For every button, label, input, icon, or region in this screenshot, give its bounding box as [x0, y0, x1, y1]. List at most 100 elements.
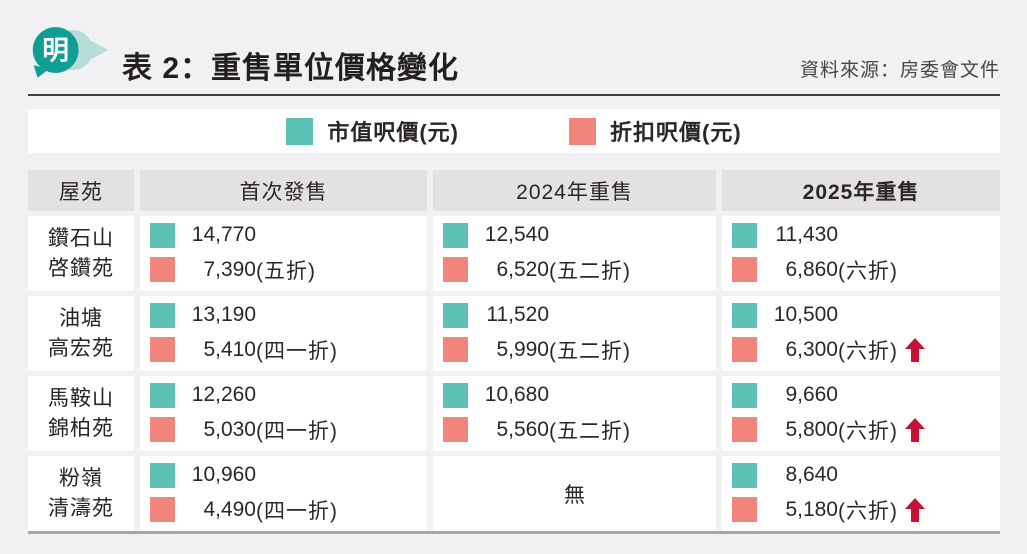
discount-price-value: 5,560 [496, 417, 549, 441]
discount-rate-note: (六折) [838, 499, 898, 523]
price-table: 屋苑 首次發售 2024年重售 2025年重售 鑽石山 啓鑽苑 14,770 7… [28, 170, 1000, 531]
market-price-line: 11,520 [443, 302, 716, 328]
market-price-swatch-icon [732, 302, 757, 328]
market-price-line: 14,770 [150, 222, 427, 248]
discount-price-swatch-icon [150, 337, 175, 362]
masthead: 明 表 2：重售單位價格變化 資料來源：房委會文件 [28, 18, 1000, 96]
discount-price-line: 5,410 (四一折) [150, 335, 427, 365]
cell-resale-2024: 12,540 6,520 (五二折) [433, 216, 716, 291]
column-header-resale-2025: 2025年重售 [722, 170, 1000, 211]
discount-price-line: 6,300 (六折) [732, 335, 1000, 365]
discount-price-swatch-icon [443, 257, 468, 282]
market-price-swatch-icon [443, 302, 468, 328]
discount-price-value: 7,390 [203, 257, 256, 281]
estate-district: 鑽石山 [48, 227, 114, 251]
market-price-swatch-icon [732, 382, 757, 408]
market-price-swatch-icon [732, 222, 757, 248]
market-price-value: 13,190 [191, 303, 256, 326]
cell-first-sale: 10,960 4,490 (四一折) [140, 456, 427, 531]
market-price-line: 13,190 [150, 302, 427, 328]
market-price-swatch-icon [732, 462, 757, 488]
cell-resale-2025: 8,640 5,180 (六折) [722, 456, 1000, 531]
market-price-line: 10,680 [443, 382, 716, 408]
estate-name: 油塘 高宏苑 [28, 296, 134, 371]
discount-price-swatch-icon [732, 257, 757, 282]
column-header-resale-2024: 2024年重售 [433, 170, 716, 211]
discount-price-value: 6,860 [785, 257, 838, 281]
cell-resale-2025: 11,430 6,860 (六折) [722, 216, 1000, 291]
discount-price-line: 7,390 (五折) [150, 255, 427, 285]
market-price-line: 10,500 [732, 302, 1000, 328]
column-header-estate: 屋苑 [28, 170, 134, 211]
discount-rate-note: (五折) [256, 259, 316, 283]
price-up-arrow-icon [905, 497, 925, 522]
legend: 市值呎價(元) 折扣呎價(元) [28, 109, 1000, 153]
market-price-value: 10,960 [191, 463, 256, 486]
price-up-arrow-icon [905, 417, 925, 442]
market-price-line: 10,960 [150, 462, 427, 488]
discount-rate-note: (四一折) [256, 419, 338, 443]
discount-price-swatch-icon [732, 337, 757, 362]
market-price-value: 9,660 [785, 383, 838, 406]
market-price-value: 12,260 [191, 383, 256, 406]
market-price-swatch-icon [150, 222, 175, 248]
estate-court: 錦柏苑 [48, 416, 114, 440]
market-price-line: 8,640 [732, 462, 1000, 488]
discount-price-line: 5,560 (五二折) [443, 415, 716, 445]
discount-price-line: 5,990 (五二折) [443, 335, 716, 365]
market-price-value: 10,500 [773, 303, 838, 326]
estate-district: 油塘 [59, 307, 103, 331]
market-price-swatch-icon [286, 117, 314, 145]
discount-price-value: 5,030 [203, 417, 256, 441]
discount-price-value: 5,410 [203, 337, 256, 361]
discount-price-line: 5,180 (六折) [732, 495, 1000, 525]
discount-price-swatch-icon [443, 337, 468, 362]
discount-price-value: 5,800 [785, 417, 838, 441]
infographic-page: 明 表 2：重售單位價格變化 資料來源：房委會文件 市值呎價(元) 折扣呎價(元… [28, 18, 1000, 534]
estate-name: 馬鞍山 錦柏苑 [28, 376, 134, 451]
discount-price-value: 6,520 [496, 257, 549, 281]
estate-court: 高宏苑 [48, 336, 114, 360]
bottom-divider [28, 531, 1000, 534]
market-price-value: 8,640 [785, 463, 838, 486]
estate-district: 粉嶺 [59, 467, 103, 491]
cell-first-sale: 13,190 5,410 (四一折) [140, 296, 427, 371]
discount-price-swatch-icon [732, 497, 757, 522]
market-price-line: 12,540 [443, 222, 716, 248]
discount-rate-note: (六折) [838, 339, 898, 363]
discount-rate-note: (六折) [838, 259, 898, 283]
estate-name: 鑽石山 啓鑽苑 [28, 216, 134, 291]
market-price-swatch-icon [443, 382, 468, 408]
cell-resale-2024: 11,520 5,990 (五二折) [433, 296, 716, 371]
cell-first-sale: 14,770 7,390 (五折) [140, 216, 427, 291]
page-title: 表 2：重售單位價格變化 [122, 51, 460, 85]
estate-district: 馬鞍山 [48, 387, 114, 411]
estate-name: 粉嶺 清濤苑 [28, 456, 134, 531]
market-price-value: 11,430 [775, 223, 838, 246]
market-price-swatch-icon [150, 462, 175, 488]
discount-rate-note: (五二折) [549, 419, 631, 443]
discount-price-value: 5,180 [785, 497, 838, 521]
discount-price-swatch-icon [443, 417, 468, 442]
market-price-line: 12,260 [150, 382, 427, 408]
discount-price-line: 5,800 (六折) [732, 415, 1000, 445]
discount-price-line: 5,030 (四一折) [150, 415, 427, 445]
market-price-value: 10,680 [484, 383, 549, 406]
cell-first-sale: 12,260 5,030 (四一折) [140, 376, 427, 451]
discount-rate-note: (六折) [838, 419, 898, 443]
legend-item-discount: 折扣呎價(元) [569, 115, 742, 147]
cell-resale-2024-empty: 無 [433, 456, 716, 531]
market-price-value: 12,540 [484, 223, 549, 246]
price-up-arrow-icon [905, 337, 925, 362]
market-price-swatch-icon [150, 302, 175, 328]
discount-rate-note: (四一折) [256, 339, 338, 363]
discount-price-line: 6,860 (六折) [732, 255, 1000, 285]
market-price-value: 11,520 [486, 303, 549, 326]
discount-price-swatch-icon [150, 417, 175, 442]
discount-price-swatch-icon [569, 117, 596, 145]
mingpao-logo-icon: 明 [28, 23, 110, 84]
legend-item-market: 市值呎價(元) [286, 115, 459, 147]
market-price-line: 9,660 [732, 382, 1000, 408]
discount-price-swatch-icon [732, 417, 757, 442]
estate-court: 清濤苑 [48, 496, 114, 520]
